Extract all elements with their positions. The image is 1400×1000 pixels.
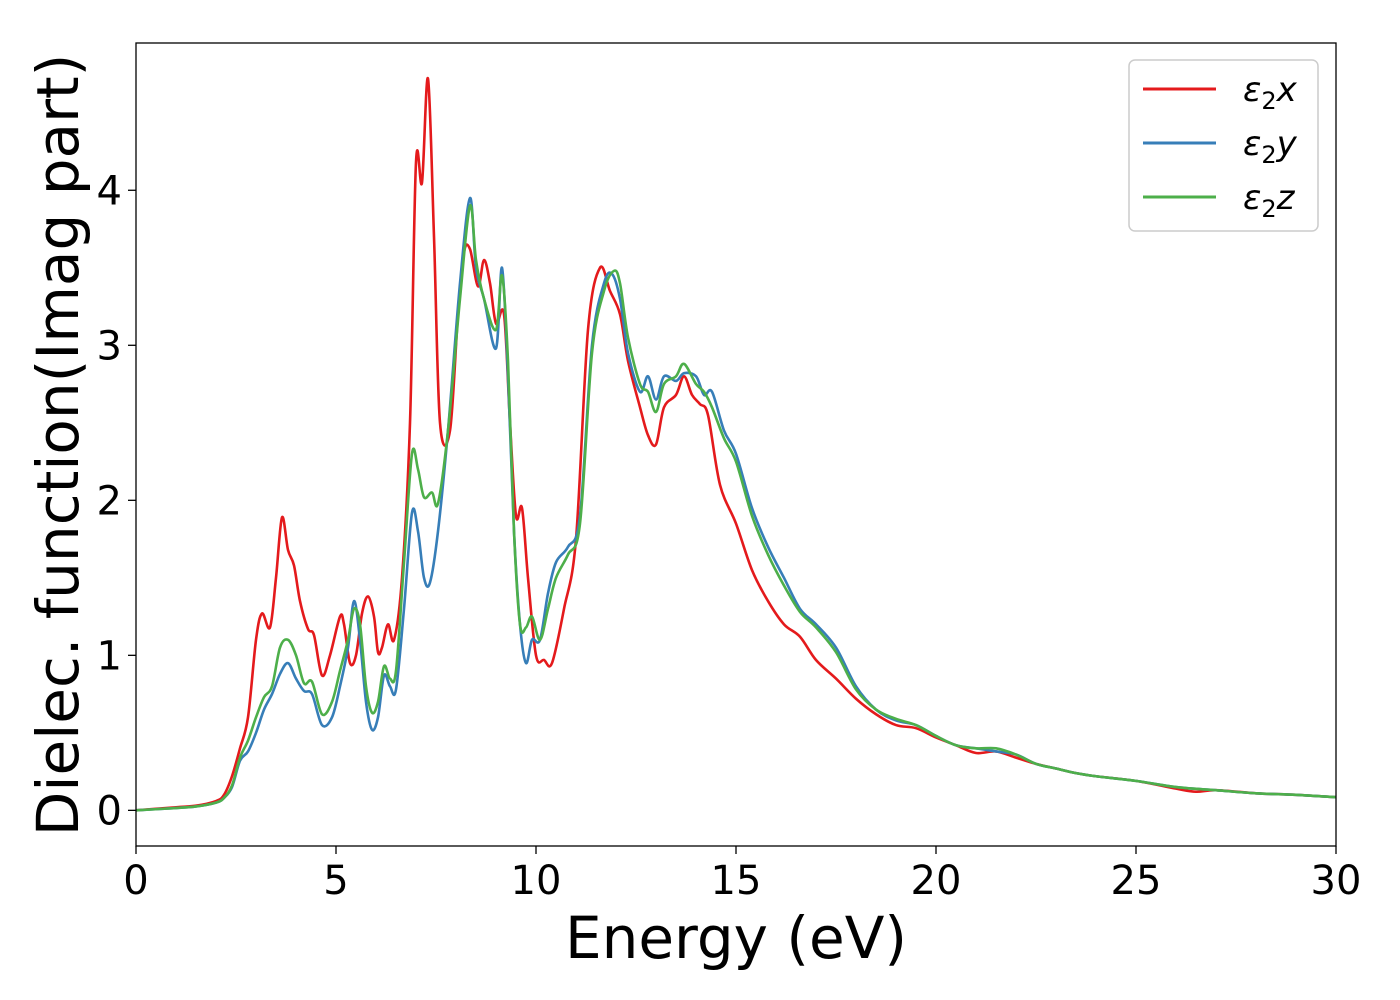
- x-tick-label: 30: [1311, 858, 1362, 904]
- x-tick-label: 25: [1111, 858, 1162, 904]
- legend-box: [1128, 59, 1319, 232]
- x-axis-label: Energy (eV): [565, 904, 907, 972]
- y-tick-label: 4: [97, 168, 122, 214]
- x-tick-label: 10: [511, 858, 562, 904]
- y-tick-label: 3: [97, 323, 122, 369]
- x-tick-label: 15: [711, 858, 762, 904]
- y-axis-label: Dielec. function(Imag part): [24, 54, 92, 837]
- y-tick-label: 1: [97, 633, 122, 679]
- x-tick-label: 5: [323, 858, 348, 904]
- legend-label-y: ε2y: [1243, 124, 1298, 169]
- x-axis-ticks: 0 5 10 15 20 25 30: [123, 846, 1361, 904]
- y-tick-label: 0: [97, 788, 122, 834]
- legend-label-x: ε2x: [1243, 70, 1298, 115]
- legend-items: ε2x ε2y ε2z: [1143, 70, 1298, 223]
- y-tick-label: 2: [97, 478, 122, 524]
- y-axis-ticks: 0 1 2 3 4: [97, 168, 136, 834]
- legend-label-z: ε2z: [1243, 178, 1296, 223]
- x-tick-label: 20: [911, 858, 962, 904]
- series-line-z: [136, 204, 1336, 812]
- series-layer: [136, 77, 1336, 812]
- legend: ε2x ε2y ε2z: [1128, 59, 1319, 232]
- x-tick-label: 0: [123, 858, 148, 904]
- series-line-y: [136, 196, 1336, 812]
